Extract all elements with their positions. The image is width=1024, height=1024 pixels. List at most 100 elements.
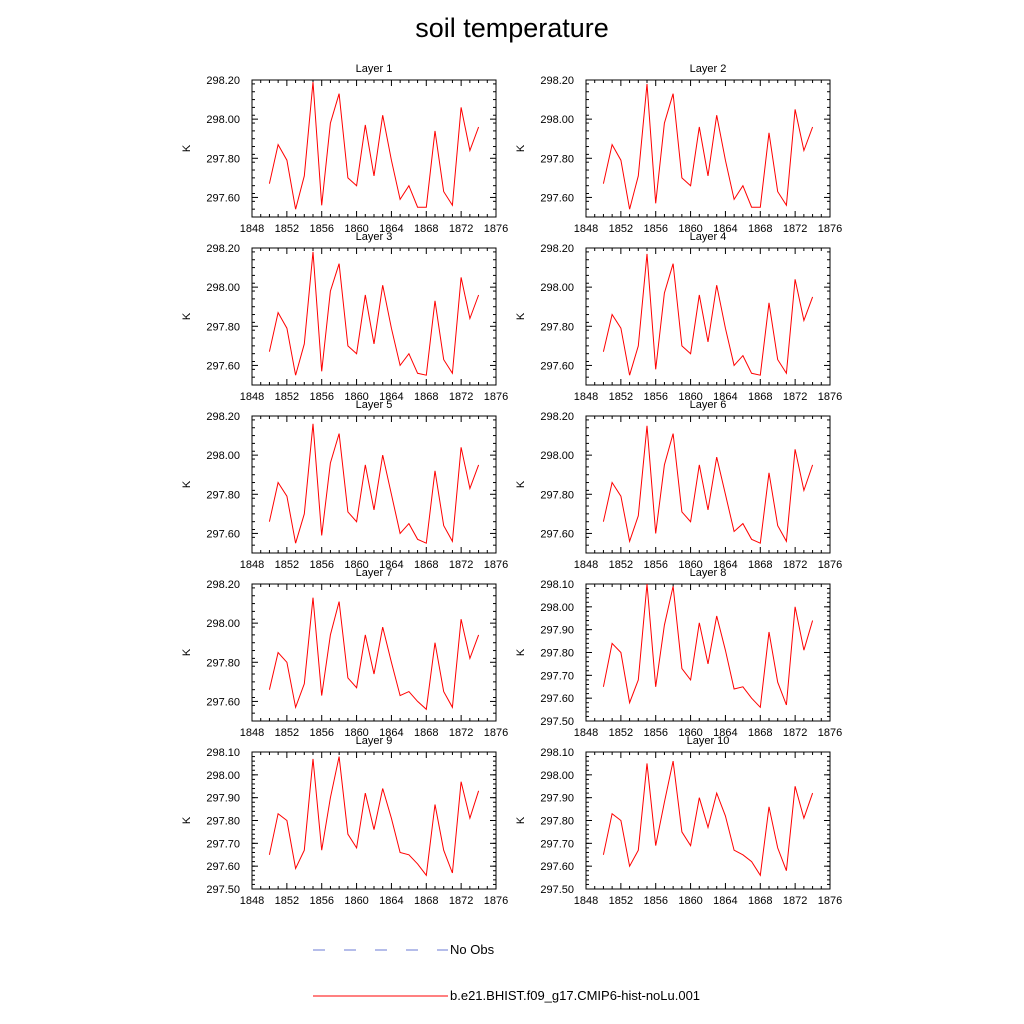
x-tick-label: 1852 — [609, 391, 633, 403]
y-axis-label: K — [515, 312, 527, 320]
panel-layer-5: Layer 5 1848 1852 1856 1860 1864 1868 1872 1876 2… — [181, 399, 508, 571]
y-tick-label: 297.80 — [206, 153, 240, 165]
plot-frame — [585, 415, 831, 554]
x-tick-label: 1876 — [818, 559, 842, 571]
x-tick-label: 1872 — [783, 391, 807, 403]
x-tick-label: 1876 — [484, 559, 508, 571]
x-tick-label: 1864 — [379, 391, 403, 403]
x-tick-label: 1856 — [309, 391, 333, 403]
y-tick-label: 297.60 — [206, 528, 240, 540]
x-tick-label: 1848 — [574, 727, 598, 739]
y-tick-label: 297.50 — [540, 884, 574, 896]
x-tick-label: 1852 — [609, 223, 633, 235]
x-tick-label: 1856 — [309, 895, 333, 907]
y-tick-label: 297.90 — [206, 793, 240, 805]
x-tick-label: 1856 — [309, 559, 333, 571]
plot-frame — [251, 415, 497, 554]
plot-frame — [585, 583, 831, 722]
x-tick-label: 1876 — [484, 391, 508, 403]
x-tick-label: 1852 — [275, 895, 299, 907]
x-tick-label: 1848 — [574, 391, 598, 403]
plot-frame — [251, 247, 497, 386]
x-tick-label: 1860 — [678, 895, 702, 907]
x-tick-label: 1860 — [344, 391, 368, 403]
y-tick-label: 297.80 — [206, 816, 240, 828]
x-tick-label: 1856 — [643, 391, 667, 403]
y-tick-label: 298.00 — [206, 770, 240, 782]
y-tick-label: 298.20 — [540, 243, 574, 255]
plot-frame — [585, 247, 831, 386]
x-tick-label: 1864 — [713, 223, 737, 235]
legend-model-label: b.e21.BHIST.f09_g17.CMIP6-hist-noLu.001 — [450, 988, 701, 1003]
y-tick-label: 297.60 — [540, 528, 574, 540]
series-line — [602, 760, 814, 877]
x-tick-label: 1864 — [713, 727, 737, 739]
y-tick-label: 297.90 — [540, 625, 574, 637]
panel-layer-10: Layer 10 1848 1852 1856 1860 1864 1868 1872 1876… — [515, 735, 842, 907]
y-tick-label: 297.60 — [206, 192, 240, 204]
x-tick-label: 1864 — [379, 727, 403, 739]
x-tick-label: 1876 — [484, 895, 508, 907]
x-tick-label: 1860 — [344, 223, 368, 235]
x-tick-label: 1860 — [344, 727, 368, 739]
panel-layer-2: Layer 2 1848 1852 1856 1860 1864 1868 1872 1876 2… — [515, 63, 842, 235]
series-line — [268, 423, 480, 544]
y-tick-label: 298.20 — [206, 243, 240, 255]
plot-frame — [251, 583, 497, 722]
chart-title: soil temperature — [415, 13, 609, 43]
x-tick-label: 1872 — [449, 559, 473, 571]
y-tick-label: 297.50 — [206, 884, 240, 896]
x-tick-label: 1872 — [449, 391, 473, 403]
x-tick-label: 1860 — [678, 391, 702, 403]
x-tick-label: 1848 — [240, 559, 264, 571]
series-line — [268, 81, 480, 210]
y-tick-label: 298.10 — [540, 579, 574, 591]
legend-obs-label: No Obs — [450, 942, 495, 957]
y-axis-label: K — [515, 480, 527, 488]
series-line — [602, 583, 814, 709]
series-line — [268, 756, 480, 877]
y-axis-label: K — [181, 648, 193, 656]
x-tick-label: 1856 — [643, 727, 667, 739]
y-tick-label: 297.60 — [206, 360, 240, 372]
y-axis-label: K — [181, 480, 193, 488]
y-tick-label: 297.60 — [540, 861, 574, 873]
panel-title: Layer 4 — [690, 231, 727, 243]
series-line — [268, 251, 480, 376]
y-tick-label: 297.60 — [540, 192, 574, 204]
series-line — [602, 425, 814, 544]
panel-title: Layer 1 — [356, 63, 393, 75]
x-tick-label: 1848 — [240, 391, 264, 403]
series-line — [602, 253, 814, 376]
x-tick-label: 1868 — [748, 727, 772, 739]
x-tick-label: 1872 — [783, 559, 807, 571]
x-tick-label: 1860 — [678, 223, 702, 235]
y-tick-label: 298.20 — [206, 75, 240, 87]
panel-layer-1: Layer 1 1848 1852 1856 1860 1864 1868 1872 1876 2… — [181, 63, 508, 235]
panel-title: Layer 7 — [356, 567, 393, 579]
x-tick-label: 1856 — [309, 223, 333, 235]
x-tick-label: 1852 — [609, 559, 633, 571]
x-tick-label: 1856 — [643, 895, 667, 907]
x-tick-label: 1864 — [379, 895, 403, 907]
x-tick-label: 1876 — [818, 895, 842, 907]
y-tick-label: 298.00 — [540, 770, 574, 782]
y-tick-label: 297.80 — [540, 648, 574, 660]
y-axis-label: K — [515, 144, 527, 152]
x-tick-label: 1868 — [414, 559, 438, 571]
x-tick-label: 1872 — [449, 727, 473, 739]
y-tick-label: 298.00 — [206, 114, 240, 126]
x-tick-label: 1848 — [574, 895, 598, 907]
x-tick-label: 1864 — [713, 391, 737, 403]
y-tick-label: 298.20 — [540, 75, 574, 87]
y-tick-label: 298.00 — [206, 618, 240, 630]
panel-layer-8: Layer 8 1848 1852 1856 1860 1864 1868 1872 1876 2… — [515, 567, 842, 739]
x-tick-label: 1868 — [748, 895, 772, 907]
y-tick-label: 297.60 — [540, 360, 574, 372]
y-tick-label: 298.00 — [206, 282, 240, 294]
x-tick-label: 1848 — [240, 895, 264, 907]
x-tick-label: 1872 — [783, 895, 807, 907]
x-tick-label: 1848 — [574, 559, 598, 571]
y-tick-label: 297.80 — [206, 657, 240, 669]
